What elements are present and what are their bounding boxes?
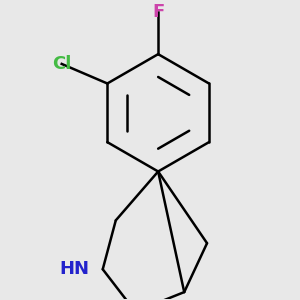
Text: Cl: Cl: [52, 55, 71, 73]
Text: HN: HN: [60, 260, 90, 278]
Text: F: F: [152, 3, 164, 21]
